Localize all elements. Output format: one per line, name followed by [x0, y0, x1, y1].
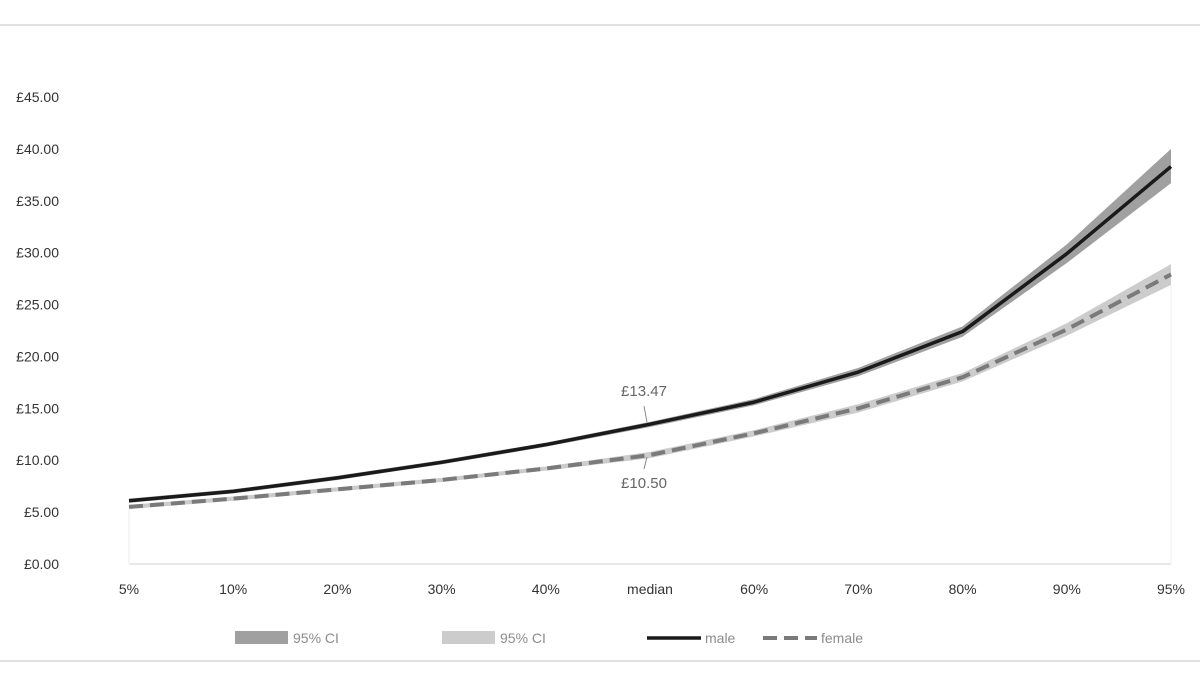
legend-swatch-ci [235, 631, 288, 644]
legend: 95% CI 95% CI male female [235, 630, 863, 646]
female-line [128, 272, 1172, 509]
y-tick-label: £45.00 [16, 89, 59, 105]
y-tick-label: £25.00 [16, 297, 59, 313]
x-tick-label: 80% [949, 581, 977, 597]
y-tick-label: £5.00 [24, 504, 59, 520]
legend-label: 95% CI [500, 630, 546, 646]
y-tick-label: £35.00 [16, 193, 59, 209]
male-line [128, 165, 1173, 503]
x-tick-label: 40% [532, 581, 560, 597]
legend-label: 95% CI [293, 630, 339, 646]
annotation-leader [643, 406, 648, 423]
x-tick-label: 70% [844, 581, 872, 597]
legend-label: female [821, 630, 863, 646]
x-tick-label: median [627, 581, 673, 597]
y-tick-label: £10.00 [16, 452, 59, 468]
y-tick-label: £30.00 [16, 245, 59, 261]
male-ci-band [129, 148, 1171, 503]
x-tick-label: 95% [1157, 581, 1185, 597]
legend-swatch-ci [442, 631, 495, 644]
legend-label: male [705, 630, 736, 646]
annotation-leader [643, 456, 648, 470]
y-tick-label: £20.00 [16, 348, 59, 364]
x-tick-label: 60% [740, 581, 768, 597]
annotation-label: £10.50 [621, 475, 667, 492]
y-tick-label: £0.00 [24, 556, 59, 572]
x-tick-label: 30% [428, 581, 456, 597]
x-tick-label: 20% [323, 581, 351, 597]
y-tick-label: £15.00 [16, 400, 59, 416]
x-tick-label: 90% [1053, 581, 1081, 597]
annotation-label: £13.47 [621, 383, 667, 400]
y-tick-label: £40.00 [16, 141, 59, 157]
x-tick-label: 10% [219, 581, 247, 597]
plot-area: £0.00 £5.00 £10.00 £15.00 £20.00 £25.00 £30.00… [16, 89, 1185, 597]
x-tick-label: 5% [119, 581, 139, 597]
